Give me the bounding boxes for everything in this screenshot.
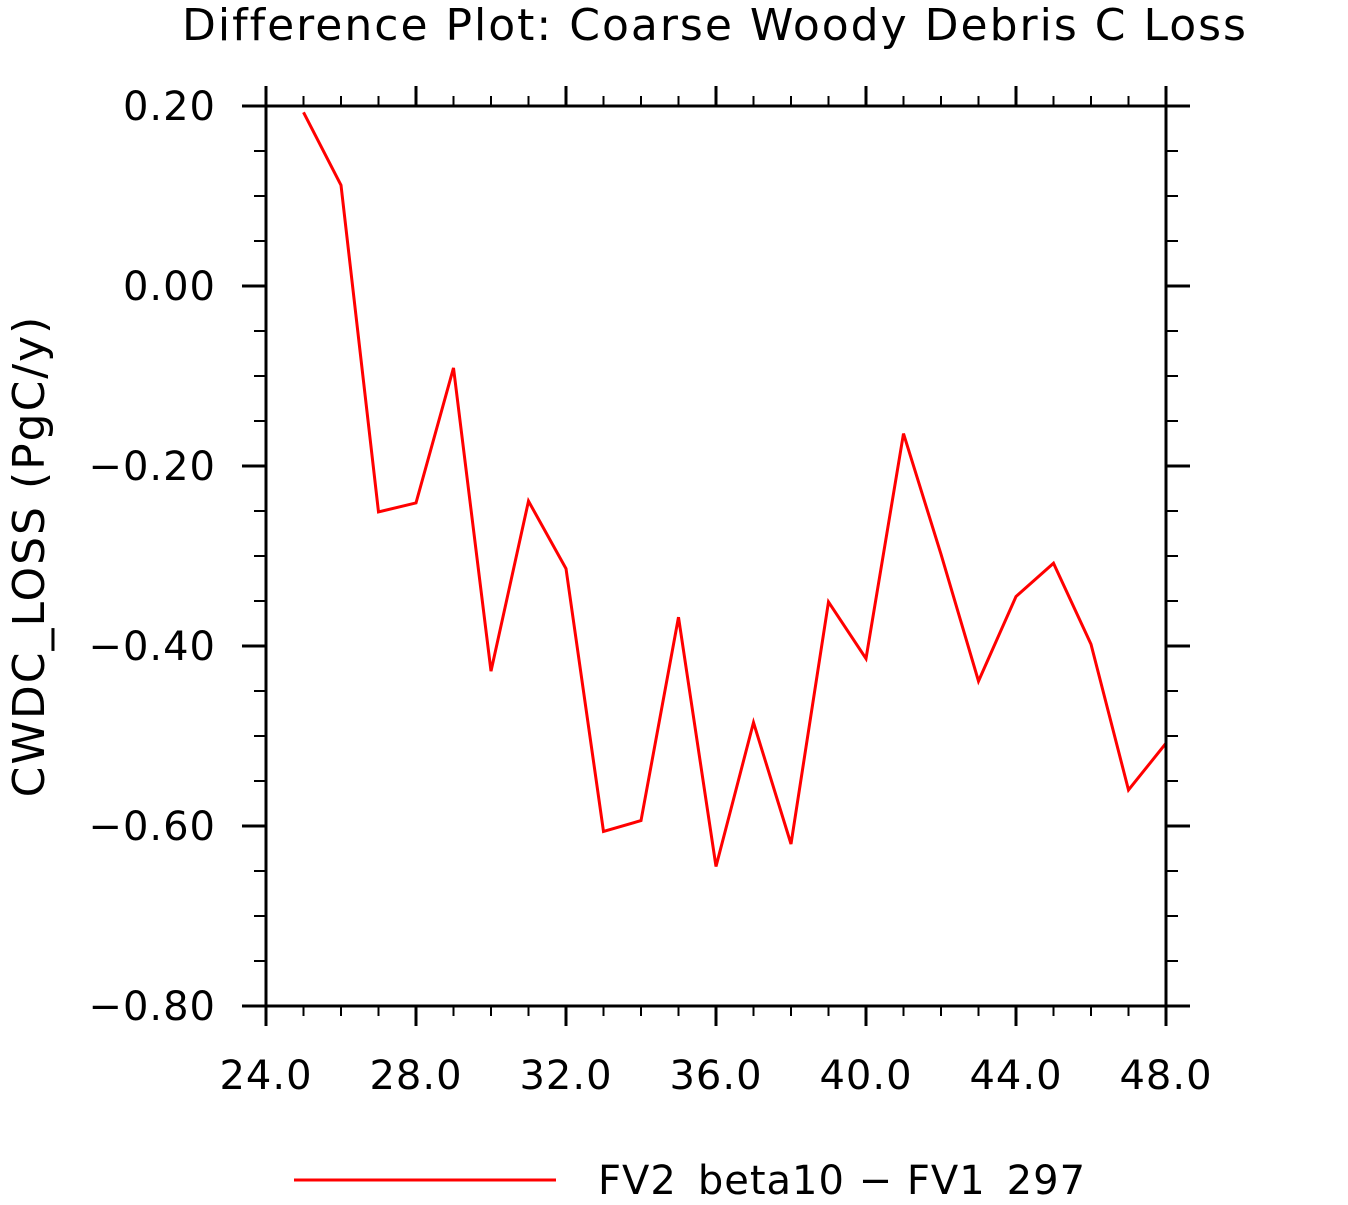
- x-axis: 24.0 28.0 32.0 36.0 40.0 44.0 48.0: [219, 86, 1212, 1099]
- x-tick-label: 32.0: [519, 1053, 612, 1099]
- legend-label: FV2_beta10 − FV1_297: [598, 1158, 1086, 1200]
- y-tick-label: 0.20: [123, 84, 216, 130]
- legend: FV2_beta10 − FV1_297: [294, 1158, 1086, 1204]
- x-tick-label: 24.0: [219, 1053, 312, 1099]
- x-tick-label: 28.0: [369, 1053, 462, 1099]
- x-tick-label: 44.0: [969, 1053, 1062, 1099]
- axes: [264, 104, 1168, 1008]
- y-axis: 0.20 0.00 −0.20 −0.40 −0.60 −0.80: [88, 84, 1190, 1030]
- plot-area: [302, 111, 1168, 867]
- y-tick-label: −0.60: [88, 804, 216, 850]
- series-line: [302, 111, 1168, 867]
- y-tick-label: 0.00: [123, 264, 216, 310]
- y-tick-label: −0.40: [88, 624, 216, 670]
- chart-title: Difference Plot: Coarse Woody Debris C L…: [182, 0, 1248, 51]
- x-tick-label: 36.0: [669, 1053, 762, 1099]
- y-tick-label: −0.80: [88, 984, 216, 1030]
- x-tick-label: 48.0: [1119, 1053, 1212, 1099]
- plot-frame: [264, 104, 1168, 1008]
- y-tick-label: −0.20: [88, 444, 216, 490]
- y-axis-label: CWDC_LOSS (PgC/y): [4, 315, 55, 798]
- x-tick-label: 40.0: [819, 1053, 912, 1099]
